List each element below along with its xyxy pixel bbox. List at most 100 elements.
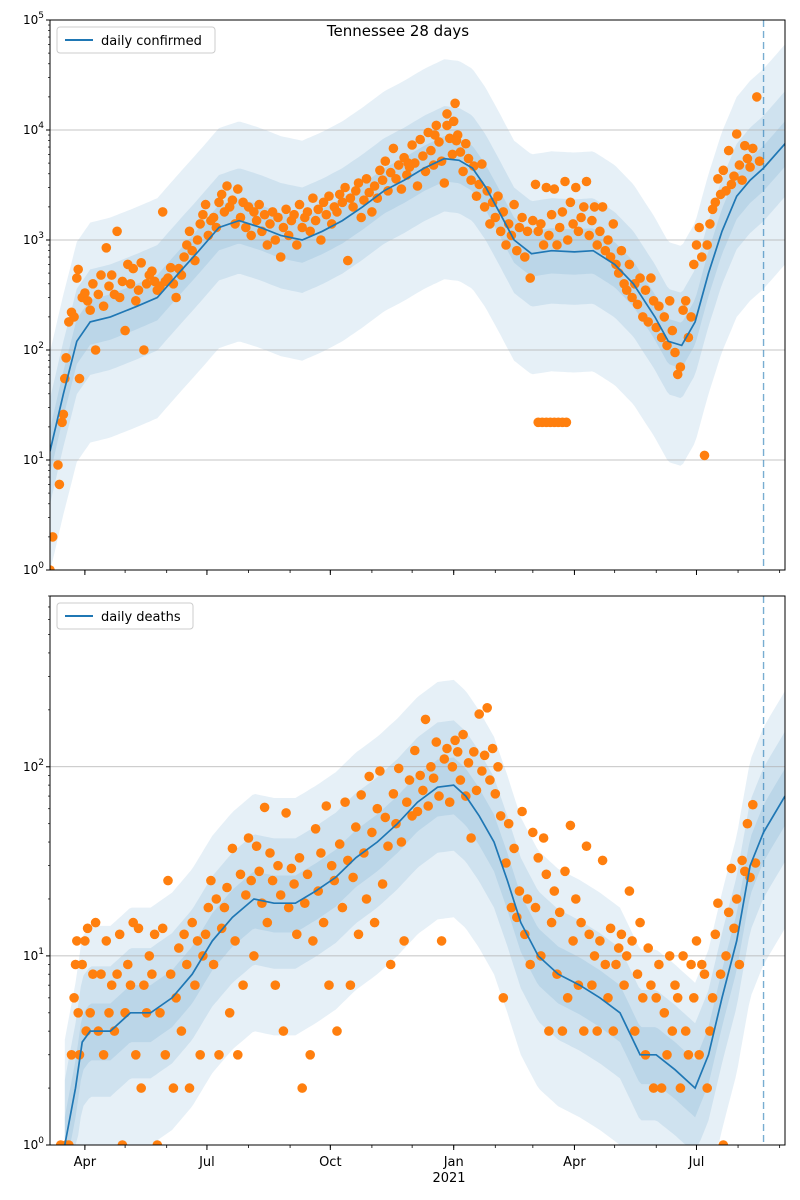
data-point [538, 833, 549, 843]
data-point [533, 226, 543, 237]
data-point [554, 222, 565, 233]
data-point [326, 860, 337, 871]
data-point [241, 890, 251, 900]
data-point [369, 181, 380, 191]
data-point [734, 160, 745, 170]
deaths-data-points [55, 703, 761, 1145]
data-point [259, 209, 270, 220]
data-point [726, 179, 737, 190]
x-tick-label: Jul [198, 1155, 215, 1170]
data-point [369, 917, 380, 928]
data-point [117, 276, 128, 287]
data-point [353, 929, 364, 940]
data-point [624, 886, 635, 896]
data-point [568, 936, 578, 946]
data-point [380, 812, 391, 823]
data-point [50, 532, 58, 542]
data-point [332, 207, 342, 217]
data-point [351, 186, 361, 196]
data-point [592, 240, 602, 250]
data-point [742, 818, 753, 829]
data-point [310, 824, 321, 834]
data-point [678, 951, 688, 961]
data-point [310, 215, 321, 226]
data-point [171, 292, 181, 303]
data-point [509, 843, 519, 854]
data-point [294, 853, 305, 863]
data-point [632, 299, 643, 310]
data-point [697, 959, 707, 970]
data-point [388, 143, 399, 154]
data-point [377, 879, 388, 889]
data-point [112, 969, 122, 979]
data-point [90, 345, 101, 355]
data-point [297, 1083, 308, 1093]
data-point [174, 943, 184, 953]
confirmed-data-points [50, 92, 765, 570]
data-point [273, 860, 283, 871]
data-point [670, 347, 680, 358]
data-point [423, 801, 434, 811]
data-point [415, 134, 426, 145]
data-point [533, 853, 543, 863]
data-point [356, 212, 367, 223]
data-point [332, 1026, 342, 1036]
data-point [452, 747, 463, 757]
data-point [745, 162, 755, 172]
data-point [340, 797, 350, 807]
data-point [410, 745, 420, 756]
data-point [608, 219, 619, 229]
data-point [646, 273, 656, 283]
data-point [265, 848, 275, 858]
data-point [522, 894, 533, 904]
data-point [562, 993, 573, 1003]
data-point [734, 959, 745, 970]
data-point [748, 143, 758, 154]
data-point [436, 936, 447, 946]
data-point [216, 189, 227, 200]
data-point [477, 159, 487, 169]
data-point [430, 130, 440, 140]
data-point [562, 235, 573, 245]
data-point [343, 855, 353, 866]
x-axis-year-label: 2021 [432, 1171, 465, 1186]
data-point [375, 165, 385, 176]
data-point [546, 209, 557, 220]
data-point [403, 158, 413, 168]
confirmed-legend: daily confirmed [56, 26, 216, 54]
data-point [313, 204, 324, 215]
data-point [503, 818, 514, 829]
data-point [292, 929, 302, 940]
data-point [635, 917, 645, 928]
data-point [442, 743, 452, 754]
data-point [241, 222, 251, 233]
data-point [233, 184, 243, 194]
data-point [485, 775, 495, 785]
data-point [557, 207, 568, 217]
data-point [691, 936, 702, 946]
data-point [431, 737, 442, 747]
data-point [713, 174, 723, 184]
data-point [283, 902, 294, 913]
data-point [667, 1026, 678, 1036]
data-point [439, 754, 450, 764]
x-tick-label: Oct [319, 1155, 341, 1170]
data-point [308, 936, 318, 946]
legend-box [56, 26, 216, 54]
data-point [340, 182, 350, 193]
data-point [686, 312, 696, 322]
data-point [114, 929, 125, 940]
data-point [520, 252, 530, 262]
data-point [742, 153, 753, 164]
confirmed-y-axis: 100 101 102 103 104 105 [23, 11, 50, 577]
data-point [474, 709, 485, 719]
data-point [399, 936, 409, 946]
data-point [715, 969, 726, 979]
data-point [573, 226, 584, 237]
data-point [211, 894, 222, 904]
x-tick-label: Jan [443, 1155, 464, 1170]
data-point [549, 886, 560, 896]
data-point [246, 875, 256, 886]
chart-title: Tennessee 28 days [326, 22, 469, 40]
y-tick-label: 102 [23, 758, 44, 774]
